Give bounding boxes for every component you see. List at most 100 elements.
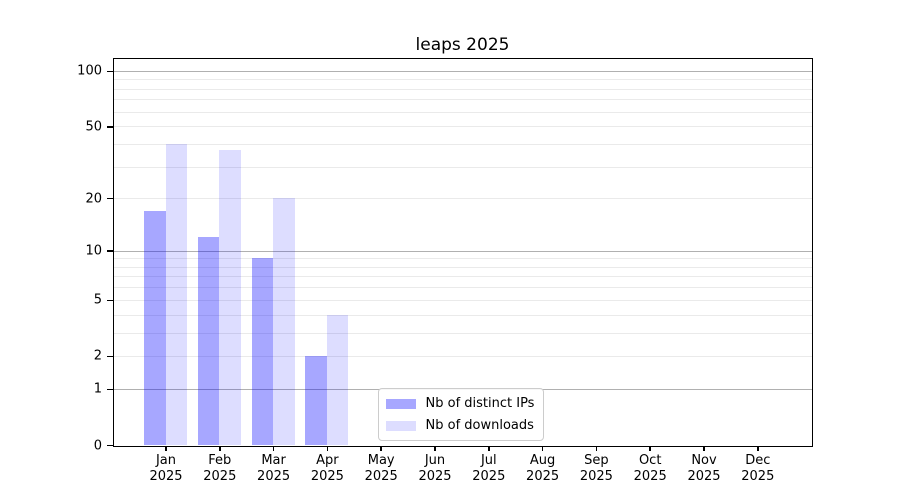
x-tick-year: 2025 [418,468,452,484]
gridline-minor [113,143,812,145]
y-tick-mark [107,355,113,358]
bar-downloads-jan [165,143,187,445]
x-tick-mark [272,445,275,451]
x-tick-mark [380,445,382,451]
x-tick-label: Jun 2025 [418,453,451,485]
x-tick-mark [541,445,544,451]
gridline-minor [113,79,812,81]
gridline-minor [113,126,812,128]
x-tick-label: Dec 2025 [741,453,774,485]
x-tick-year: 2025 [687,468,721,484]
x-tick-year: 2025 [364,468,398,484]
y-tick-label: 5 [93,292,102,308]
gridline-major [113,250,812,252]
x-tick-label: Aug 2025 [526,453,559,485]
y-tick-mark [107,197,113,200]
y-tick-label: 50 [85,119,102,135]
gridline-minor [113,276,812,278]
x-tick-mark [219,445,221,451]
x-tick-year: 2025 [633,468,667,484]
x-tick-month: Aug [529,452,556,468]
x-tick-year: 2025 [257,468,291,484]
x-tick-month: Mar [261,452,286,468]
x-tick-month: Feb [208,452,232,468]
y-tick-label: 100 [77,63,102,79]
x-tick-label: Nov 2025 [687,453,720,485]
bar-distinct-ips-jan [144,210,166,445]
gridline-minor [113,355,812,357]
gridline-minor [113,166,812,168]
x-tick-label: Jan 2025 [149,453,182,485]
x-tick-month: Jun [424,452,446,468]
x-tick-month: Dec [745,452,771,468]
x-tick-month: Jan [155,452,177,468]
gridline-minor [113,88,812,90]
y-tick-mark [107,126,113,128]
gridline-minor [113,287,812,289]
x-tick-year: 2025 [741,468,775,484]
x-tick-month: Oct [638,452,662,468]
x-tick-month: Jul [480,452,497,468]
legend-label-downloads: Nb of downloads [425,418,534,433]
gridline-minor [113,332,812,334]
x-tick-month: Apr [316,452,339,468]
y-tick-label: 10 [85,243,102,259]
x-tick-month: Nov [691,452,717,468]
bar-distinct-ips-feb [197,237,220,445]
gridline-minor [113,111,812,113]
x-tick-mark [757,445,759,451]
x-tick-label: Oct 2025 [634,453,667,485]
legend-item-distinct-ips: Nb of distinct IPs [385,396,535,411]
y-tick-mark [107,444,113,447]
x-tick-year: 2025 [203,468,237,484]
x-tick-year: 2025 [310,468,344,484]
gridline-minor [113,299,812,301]
bar-downloads-apr [326,314,349,445]
y-tick-label: 2 [93,348,102,364]
x-tick-mark [649,445,651,451]
gridline-minor [113,258,812,260]
x-tick-year: 2025 [149,468,183,484]
x-tick-label: May 2025 [365,453,398,485]
y-tick-mark [107,299,113,302]
legend-item-downloads: Nb of downloads [385,418,535,433]
chart-title: leaps 2025 [415,35,510,55]
y-tick-label: 1 [93,381,102,397]
gridline-minor [113,314,812,316]
y-tick-label: 20 [85,191,102,207]
x-tick-month: Sep [584,452,609,468]
legend-swatch-distinct-ips-icon [385,398,416,409]
x-tick-label: Apr 2025 [311,453,344,485]
x-tick-month: May [367,452,395,468]
x-tick-mark [165,445,167,451]
x-tick-label: Feb 2025 [203,453,236,485]
plot-area: Nb of distinct IPs Nb of downloads [112,58,813,447]
y-tick-label: 0 [93,438,102,453]
x-tick-year: 2025 [526,468,560,484]
x-tick-mark [703,445,705,451]
y-tick-mark [107,250,113,252]
legend-label-distinct-ips: Nb of distinct IPs [425,396,535,411]
x-tick-mark [326,445,329,451]
x-tick-mark [434,445,436,451]
x-tick-year: 2025 [472,468,506,484]
gridline-minor [113,266,812,268]
x-tick-label: Jul 2025 [472,453,505,485]
bar-downloads-feb [219,150,241,445]
bar-distinct-ips-mar [251,258,274,445]
x-tick-label: Sep 2025 [580,453,613,485]
gridline-minor [113,99,812,101]
gridline-minor [113,198,812,200]
legend: Nb of distinct IPs Nb of downloads [377,388,544,441]
gridline-major [113,70,812,72]
bar-downloads-mar [273,198,295,445]
x-tick-mark [488,445,490,451]
y-tick-mark [107,388,113,391]
x-tick-year: 2025 [579,468,613,484]
y-tick-mark [107,70,113,73]
legend-swatch-downloads-icon [385,420,416,431]
x-tick-mark [595,445,598,451]
bar-distinct-ips-apr [305,355,327,445]
x-tick-label: Mar 2025 [257,453,290,485]
